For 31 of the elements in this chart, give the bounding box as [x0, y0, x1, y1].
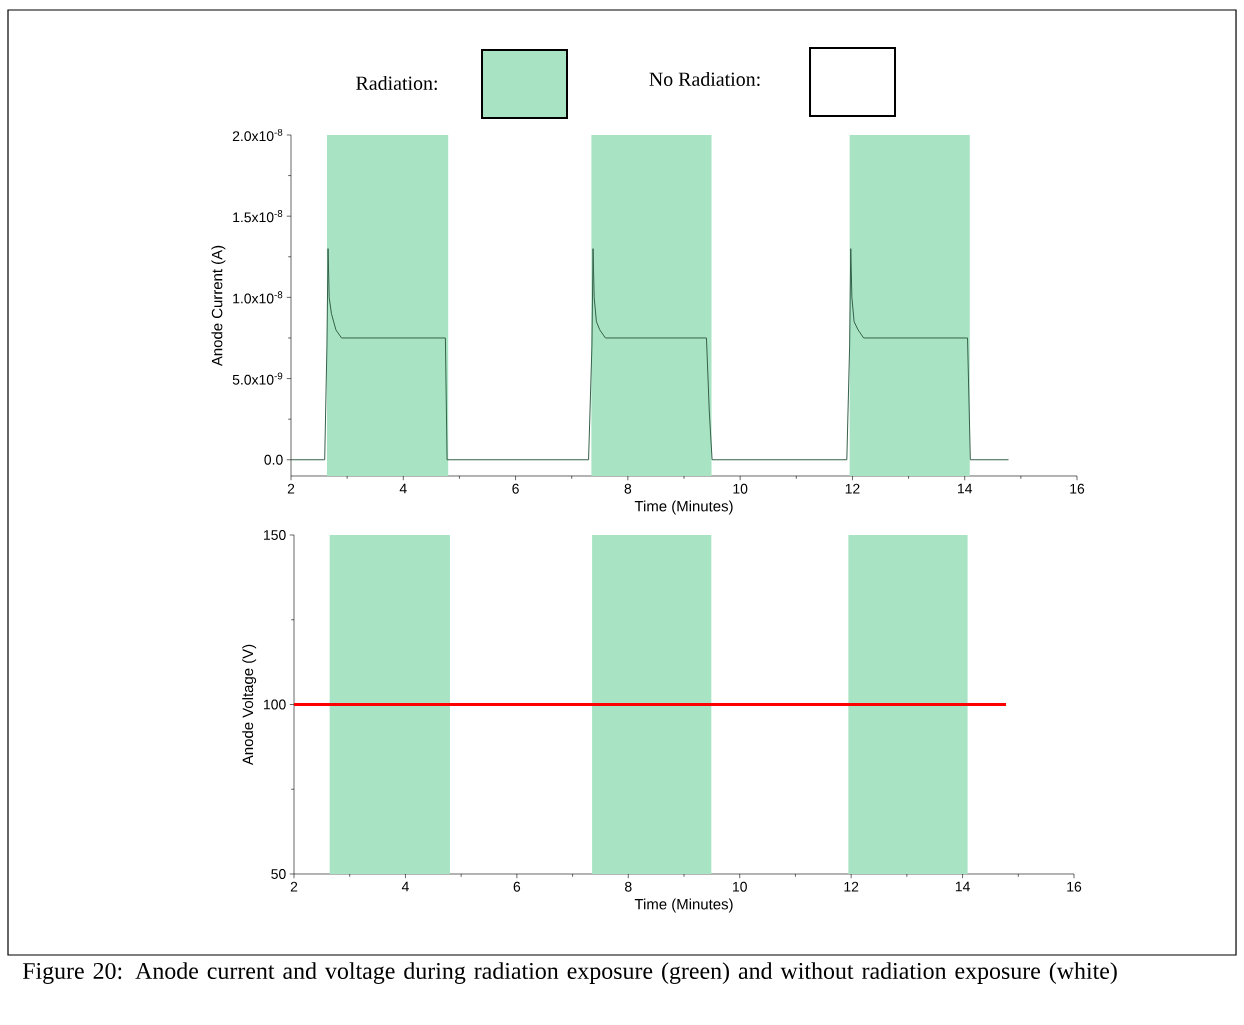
y-tick-label: 0.0	[264, 454, 283, 465]
x-tick-label: 16	[1070, 483, 1085, 494]
x-tick-label: 4	[401, 881, 409, 892]
x-tick-label: 14	[958, 483, 973, 494]
x-tick-label: 12	[845, 483, 860, 494]
x-tick-label: 6	[512, 483, 519, 494]
x-tick-label: 6	[513, 881, 521, 892]
y-tick-label: 150	[264, 530, 286, 540]
x-tick-label: 8	[625, 881, 632, 892]
y-axis-title: Anode Current (A)	[211, 245, 226, 367]
x-axis-title: Time (Minutes)	[634, 500, 733, 515]
caption: Figure 20: Anode current and voltage during radiation exposure (green) and without radiation exposure (white)	[22, 962, 1117, 984]
x-tick-label: 4	[399, 483, 407, 494]
y-tick-label: 100	[264, 699, 286, 710]
x-tick-label: 2	[287, 483, 295, 494]
x-tick-label: 16	[1067, 881, 1082, 892]
y-tick-label: 1.0x10$^{-8}$	[233, 291, 283, 304]
x-tick-label: 2	[290, 881, 298, 892]
y-tick-label: 2.0x10$^{-8}$	[232, 128, 283, 142]
x-tick-label: 8	[624, 483, 632, 494]
x-axis-title: Time (Minutes)	[634, 898, 733, 913]
text: No Radiation:	[649, 71, 760, 87]
x-tick-label: 12	[844, 881, 859, 892]
y-tick-label: 1.5x10$^{-8}$	[233, 210, 283, 223]
x-tick-label: 14	[955, 881, 970, 892]
x-tick-label: 10	[733, 881, 747, 892]
y-tick-label: 5.0x10$^{-9}$	[232, 372, 283, 385]
y-tick-label: 50	[271, 869, 286, 879]
y-axis-title: Anode Voltage (V)	[242, 644, 257, 766]
x-tick-label: 10	[733, 483, 748, 494]
text: Radiation:	[356, 75, 437, 91]
